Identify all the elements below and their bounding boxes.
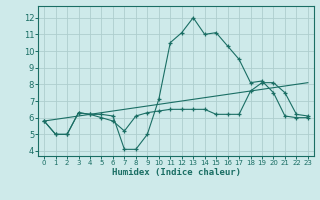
X-axis label: Humidex (Indice chaleur): Humidex (Indice chaleur) — [111, 168, 241, 177]
